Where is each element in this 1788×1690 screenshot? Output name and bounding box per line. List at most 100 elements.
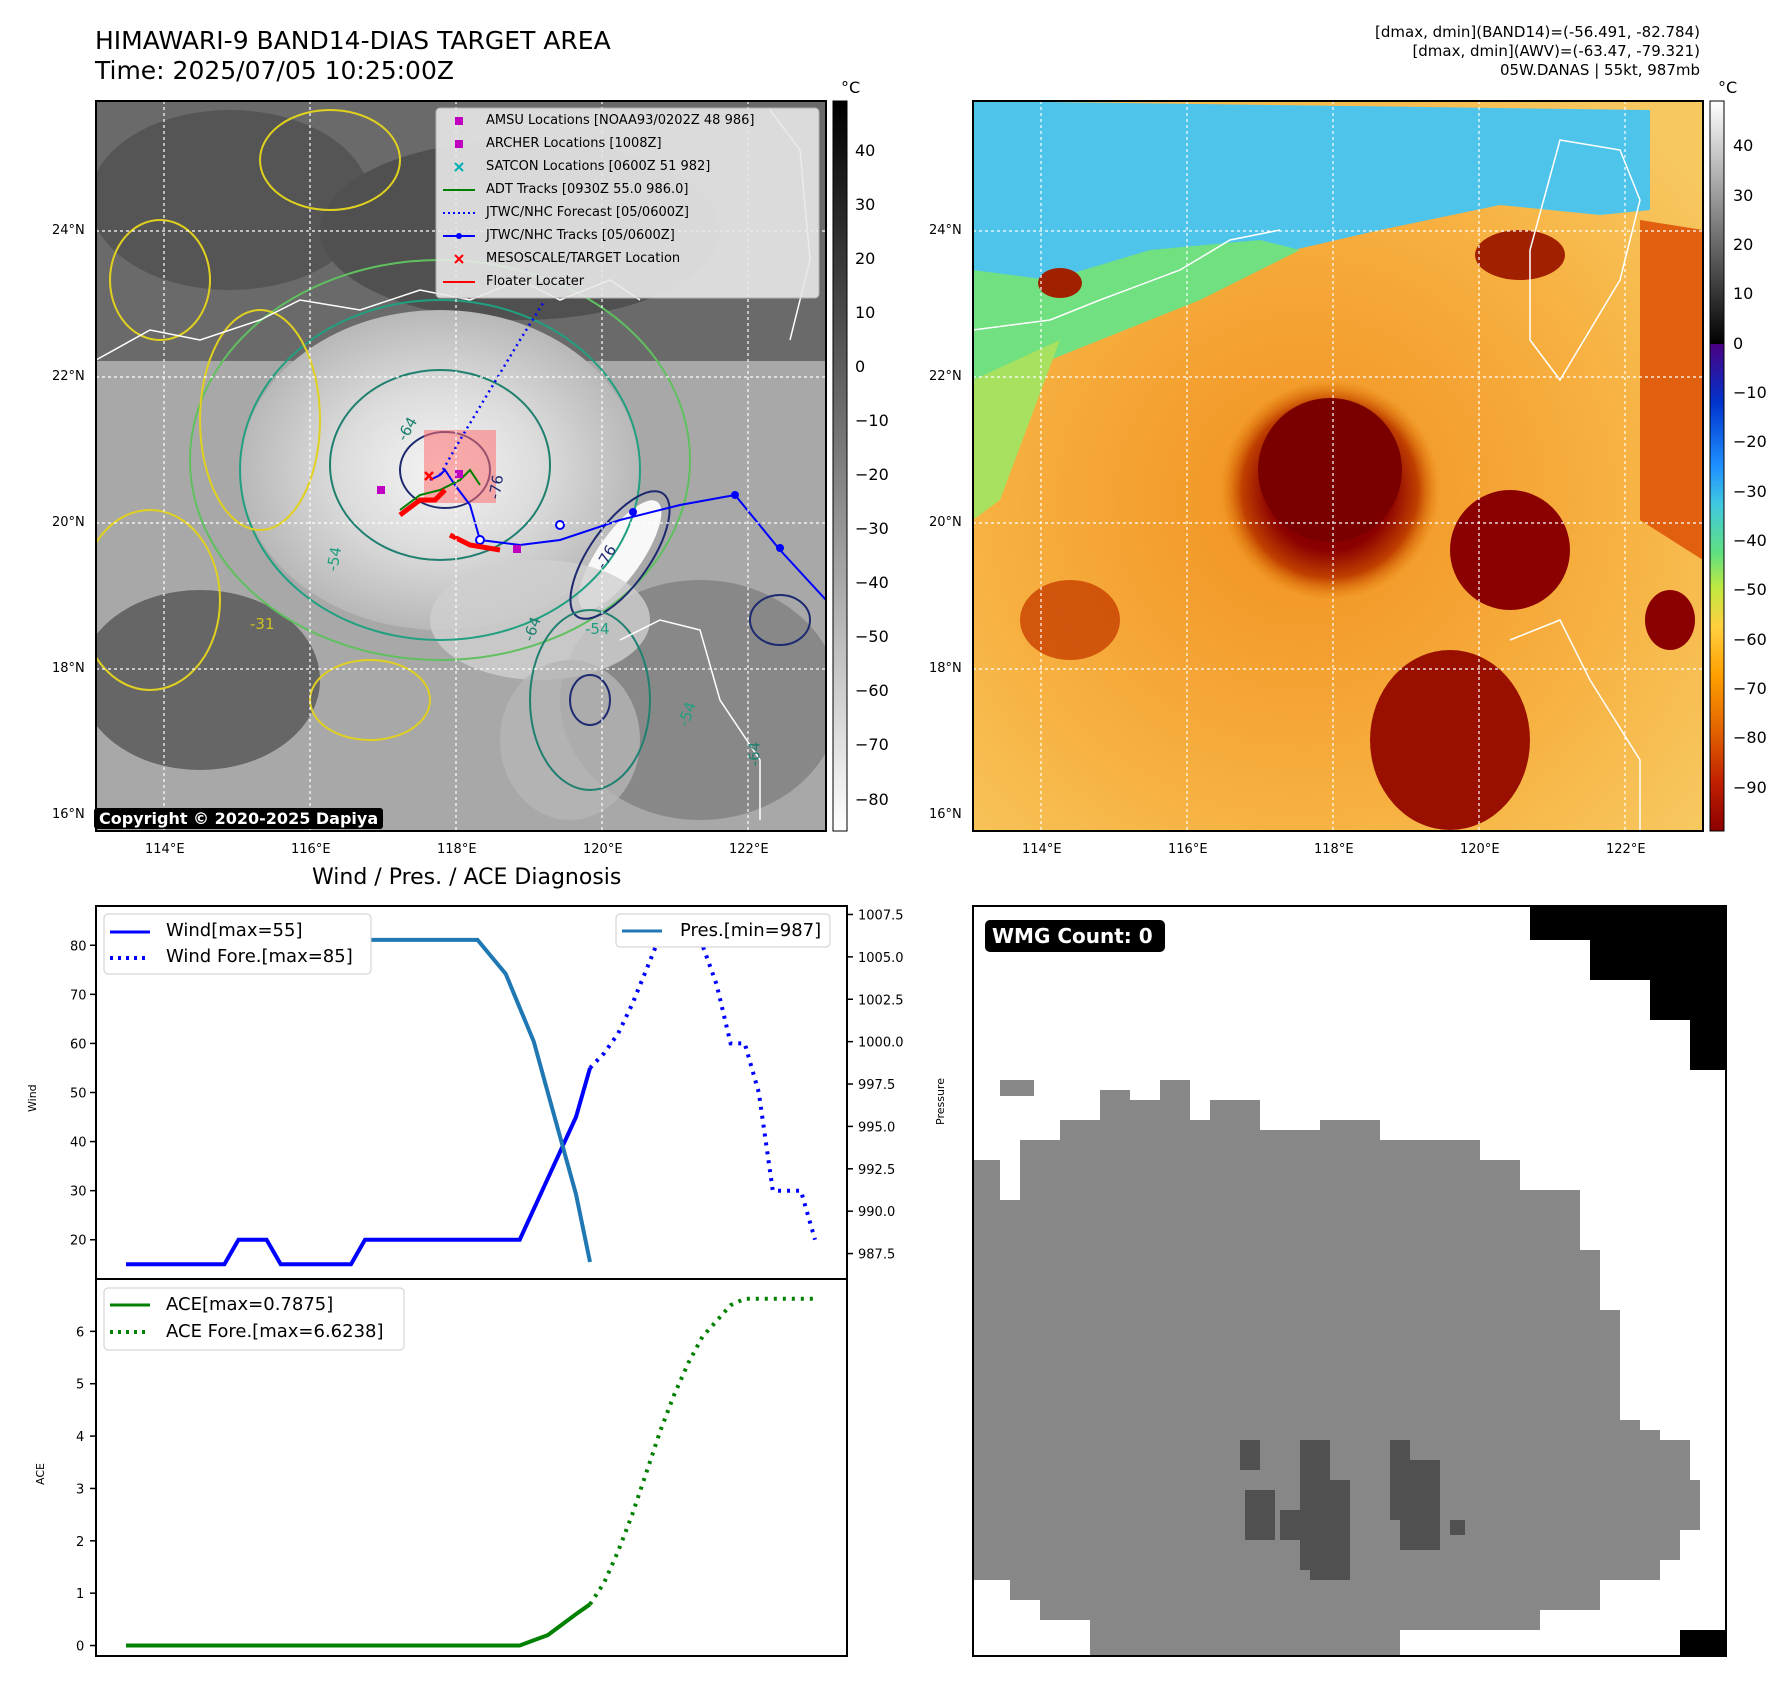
- lat-label: 20°N: [929, 515, 962, 530]
- lat-label: 18°N: [929, 661, 962, 676]
- legend-satcon-marker: [454, 162, 464, 172]
- contour-label: -54: [585, 620, 610, 638]
- contour-label: -64: [745, 741, 764, 767]
- wv-colorbar: [1709, 100, 1725, 832]
- ir-colorbar-tick: −70: [855, 735, 889, 755]
- info-line-2: [dmax, dmin](AWV)=(-63.47, -79.321): [1412, 42, 1700, 60]
- chart-title: HIMAWARI-9 BAND14-DIAS TARGET AREA: [95, 26, 611, 55]
- ace-series: [126, 1296, 815, 1648]
- ace-tick-label: 0: [76, 1640, 84, 1655]
- wind-axis-ticks: 20 30 40 50 60 70 80: [70, 939, 96, 1249]
- wv-colorbar-tick: 20: [1733, 235, 1754, 255]
- legend-tracks-line: [443, 233, 475, 239]
- legend-label-adt: ADT Tracks [0930Z 55.0 986.0]: [486, 182, 689, 197]
- wind-tick-label: 30: [70, 1185, 87, 1200]
- pressure-tick-label: 990.0: [858, 1205, 895, 1220]
- wv-colorbar-tick: 10: [1733, 284, 1754, 304]
- lon-label: 120°E: [1460, 842, 1500, 857]
- wind-tick-label: 20: [70, 1234, 87, 1249]
- ir-map-frame: [95, 100, 827, 832]
- lat-label: 18°N: [52, 661, 85, 676]
- legend-wind-label: Wind[max=55]: [166, 920, 303, 941]
- lon-label: 118°E: [437, 842, 477, 857]
- lon-label: 116°E: [291, 842, 331, 857]
- ace-legend: [103, 1287, 405, 1351]
- ir-colorbar-tick: −30: [855, 519, 889, 539]
- ace-axis-ticks: 0 1 2 3 4 5 6: [76, 1325, 96, 1655]
- pressure-tick-label: 995.0: [858, 1120, 895, 1135]
- wind-tick-label: 40: [70, 1136, 87, 1151]
- ir-map-legend: [435, 107, 820, 299]
- wv-colorbar-tick: −10: [1733, 383, 1767, 402]
- pressure-tick-label: 997.5: [858, 1078, 895, 1093]
- lat-label: 22°N: [929, 369, 962, 384]
- wind-tick-label: 60: [70, 1037, 87, 1052]
- wind-legend: [103, 913, 372, 975]
- ir-colorbar-tick: −80: [855, 789, 889, 809]
- ace-tick-label: 4: [76, 1430, 84, 1445]
- wv-colorbar-top: [1710, 101, 1724, 344]
- lon-label: 118°E: [1314, 842, 1354, 857]
- lat-label: 16°N: [52, 807, 85, 822]
- wv-colorbar-bottom: [1710, 344, 1724, 831]
- legend-label-tracks: JTWC/NHC Tracks [05/0600Z]: [486, 228, 675, 243]
- wv-colorbar-tick: 0: [1733, 333, 1744, 353]
- chart-time: Time: 2025/07/05 10:25:00Z: [95, 56, 454, 85]
- lon-label: 116°E: [1168, 842, 1208, 857]
- ir-colorbar-tick: −50: [855, 627, 889, 647]
- diagnosis-title: Wind / Pres. / ACE Diagnosis: [312, 865, 622, 890]
- wv-colorbar-tick: −40: [1733, 530, 1767, 550]
- lon-label: 120°E: [583, 842, 623, 857]
- legend-label-forecast: JTWC/NHC Forecast [05/0600Z]: [486, 205, 689, 220]
- pressure-tick-label: 992.5: [858, 1163, 895, 1178]
- ir-colorbar-tick: −60: [855, 681, 889, 701]
- ir-colorbar: [832, 100, 848, 832]
- wv-colorbar-tick: −70: [1733, 678, 1767, 698]
- wv-map-frame: [972, 100, 1704, 832]
- pressure-tick-label: 1002.5: [858, 993, 904, 1008]
- wv-colorbar-tick: 40: [1733, 136, 1754, 156]
- lat-label: 20°N: [52, 515, 85, 530]
- wv-colorbar-unit: °C: [1718, 78, 1738, 97]
- ace-tick-label: 5: [76, 1378, 84, 1393]
- ir-colorbar-tick: 30: [855, 194, 876, 214]
- ir-colorbar-tick: −20: [855, 465, 889, 485]
- legend-ace-fore-label: ACE Fore.[max=6.6238]: [166, 1321, 384, 1342]
- wind-tick-label: 80: [70, 939, 87, 954]
- legend-label-floater: Floater Locater: [486, 274, 585, 289]
- legend-wind-fore-label: Wind Fore.[max=85]: [166, 946, 353, 967]
- wv-colorbar-tick: −30: [1733, 481, 1767, 501]
- wv-map: [973, 101, 1703, 831]
- ir-colorbar-tick: 0: [855, 356, 866, 376]
- lat-label: 24°N: [929, 223, 962, 238]
- wmg-count-label: WMG Count: 0: [992, 924, 1153, 948]
- pressure-tick-label: 1005.0: [858, 951, 904, 966]
- info-line-3: 05W.DANAS | 55kt, 987mb: [1499, 61, 1700, 79]
- wv-colorbar-tick: −50: [1733, 580, 1767, 600]
- contour-label: -31: [250, 615, 275, 633]
- wind-tick-label: 50: [70, 1087, 87, 1102]
- lon-label: 122°E: [1606, 842, 1646, 857]
- copyright-label: Copyright © 2020-2025 Dapiya: [94, 808, 384, 829]
- info-line-1: [dmax, dmin](BAND14)=(-56.491, -82.784): [1375, 23, 1700, 41]
- series-line-wind: [126, 1067, 592, 1267]
- legend-label-target: MESOSCALE/TARGET Location: [486, 251, 681, 266]
- wv-colorbar-tick: 30: [1733, 185, 1754, 205]
- legend-pres-label: Pres.[min=987]: [680, 920, 822, 941]
- lat-label: 16°N: [929, 807, 962, 822]
- ir-colorbar-unit: °C: [841, 78, 861, 97]
- pressure-tick-label: 1007.5: [858, 908, 904, 923]
- wmg-badge: [985, 920, 1165, 952]
- wind-axis-label: Wind: [26, 1084, 39, 1112]
- ace-tick-label: 3: [76, 1482, 84, 1497]
- legend-amsu-marker: [455, 117, 463, 125]
- legend-label-satcon: SATCON Locations [0600Z 51 982]: [486, 159, 711, 174]
- ir-colorbar-tick: −40: [855, 573, 889, 593]
- ace-tick-label: 2: [76, 1535, 84, 1550]
- ir-colorbar-tick: 40: [855, 140, 876, 160]
- wmg-panel: [972, 905, 1727, 1657]
- pressure-legend: [615, 913, 831, 948]
- lat-label: 24°N: [52, 223, 85, 238]
- legend-ace-label: ACE[max=0.7875]: [166, 1294, 334, 1315]
